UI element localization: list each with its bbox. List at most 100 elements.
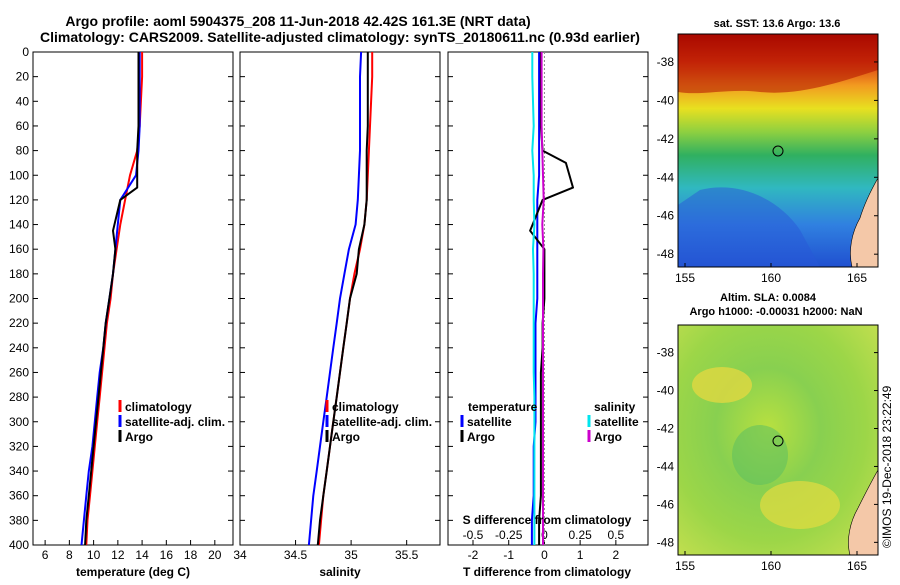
depth-tick-label: 160	[9, 242, 29, 256]
figure-title-line2: Climatology: CARS2009. Satellite-adjuste…	[40, 29, 640, 45]
legend-s-argo-label: Argo	[594, 430, 622, 444]
map-y-tick-label: -38	[657, 55, 675, 69]
salinity-legend: climatology satellite-adj. clim. Argo	[325, 400, 432, 444]
depth-tick-label: 380	[9, 513, 29, 527]
sla-map: Altim. SLA: 0.0084 Argo h1000: -0.00031 …	[657, 292, 879, 573]
depth-tick-label: 80	[16, 144, 30, 158]
x-tick-label: 8	[66, 548, 73, 562]
sla-x-ticks: 155 160 165	[675, 551, 867, 573]
salinity-x-label: salinity	[319, 565, 361, 579]
map-y-tick-label: -46	[657, 497, 675, 511]
sla-low-patch	[732, 425, 788, 485]
depth-tick-label: 180	[9, 267, 29, 281]
x-tick-label: 16	[160, 548, 174, 562]
map-y-tick-label: -44	[657, 459, 675, 473]
map-x-tick-label: 160	[761, 559, 781, 573]
temperature-plot-frame	[32, 51, 234, 546]
depth-tick-label: 300	[9, 415, 29, 429]
difference-top-x-label: S difference from climatology	[463, 513, 632, 527]
x-tick-label: 6	[42, 548, 49, 562]
salinity-argo-line	[316, 52, 369, 546]
map-x-tick-label: 155	[675, 271, 695, 285]
legend-satellite-label: satellite-adj. clim.	[332, 415, 432, 429]
x-tick-label: 1	[577, 548, 584, 562]
difference-x-label: T difference from climatology	[463, 565, 631, 579]
map-y-tick-label: -40	[657, 93, 675, 107]
temperature-x-label: temperature (deg C)	[76, 565, 190, 579]
tasmania-coast	[848, 468, 879, 556]
depth-tick-label: 120	[9, 193, 29, 207]
temperature-argo-line	[84, 52, 140, 546]
temperature-legend: climatology satellite-adj. clim. Argo	[118, 400, 225, 444]
sla-high-patch	[760, 481, 840, 529]
depth-tick-label: 60	[16, 119, 30, 133]
x-tick-label: 35	[344, 548, 358, 562]
map-y-tick-label: -48	[657, 535, 675, 549]
top-x-tick-label: -0.25	[495, 528, 523, 542]
x-tick-label: 35.5	[395, 548, 419, 562]
x-tick-label: 2	[613, 548, 620, 562]
legend-salinity-title: salinity	[594, 400, 636, 414]
difference-x-ticks: -2 -1 0 1 2 -0.5 -0.25 0 0.25 0.5	[448, 51, 648, 562]
depth-tick-label: 320	[9, 439, 29, 453]
difference-from-climatology-salinity-satellite-line	[531, 52, 536, 545]
depth-tick-label: 260	[9, 365, 29, 379]
depth-tick-label: 340	[9, 464, 29, 478]
depth-tick-label: 100	[9, 168, 29, 182]
sst-map-frame	[677, 33, 879, 268]
legend-argo-label: Argo	[125, 430, 153, 444]
map-x-tick-label: 165	[847, 559, 867, 573]
map-x-tick-label: 160	[761, 271, 781, 285]
legend-temperature-title: temperature	[468, 400, 538, 414]
x-tick-label: -2	[468, 548, 479, 562]
sst-profile-location-marker	[772, 145, 784, 157]
temperature-x-ticks: 6 8 10 12 14 16 18 20	[33, 51, 233, 562]
depth-tick-label: 400	[9, 538, 29, 552]
temperature-panel: 0 20 40 60 80 100 120 140 160 180 200 220 240 260 280 3…	[9, 45, 234, 579]
map-y-tick-label: -40	[657, 384, 675, 398]
sla-y-ticks: -38 -40 -42 -44 -46 -48	[657, 346, 878, 549]
sst-warm-patch	[678, 34, 878, 94]
legend-climatology-label: climatology	[125, 400, 192, 414]
depth-tick-label: 220	[9, 316, 29, 330]
x-tick-label: 34	[233, 548, 247, 562]
sst-map: sat. SST: 13.6 Argo: 13.6 -38 -40 -42 -44 -4…	[657, 18, 879, 285]
temperature-lines	[80, 52, 144, 546]
x-tick-label: 14	[135, 548, 149, 562]
salinity-x-ticks: 34 34.5 35 35.5	[233, 51, 440, 562]
depth-tick-label: 20	[16, 70, 30, 84]
depth-tick-label: 0	[22, 45, 29, 59]
difference-lines	[529, 52, 574, 545]
sst-map-title: sat. SST: 13.6 Argo: 13.6	[714, 18, 841, 30]
sst-x-ticks: 155 160 165	[675, 263, 867, 285]
difference-legend: temperature salinity satellite Argo sate…	[460, 400, 639, 444]
difference-plot-frame	[447, 51, 649, 546]
sst-y-ticks: -38 -40 -42 -44 -46 -48	[657, 55, 878, 261]
map-x-tick-label: 155	[675, 559, 695, 573]
salinity-satellite-adj-clim--line	[307, 51, 363, 546]
x-tick-label: 20	[208, 548, 222, 562]
x-tick-label: 34.5	[284, 548, 308, 562]
depth-tick-label: 40	[16, 94, 30, 108]
legend-satellite-label: satellite-adj. clim.	[125, 415, 225, 429]
map-x-tick-label: 165	[847, 271, 867, 285]
depth-tick-label: 360	[9, 489, 29, 503]
depth-tick-label: 200	[9, 292, 29, 306]
map-y-tick-label: -48	[657, 247, 675, 261]
legend-argo-label: Argo	[332, 430, 360, 444]
map-y-tick-label: -46	[657, 209, 675, 223]
map-y-tick-label: -38	[657, 346, 675, 360]
sla-profile-location-marker	[772, 435, 784, 447]
legend-t-argo-label: Argo	[467, 430, 495, 444]
difference-from-climatology-salinity-argo-line	[540, 52, 545, 545]
depth-tick-label: 240	[9, 341, 29, 355]
sla-map-title: Altim. SLA: 0.0084	[720, 292, 817, 304]
legend-t-satellite-label: satellite	[467, 415, 512, 429]
depth-tick-label: 140	[9, 218, 29, 232]
x-tick-label: 18	[184, 548, 198, 562]
x-tick-label: 10	[87, 548, 101, 562]
x-tick-label: 12	[111, 548, 125, 562]
imos-credit: ©IMOS 19-Dec-2018 23:22:49	[880, 385, 894, 548]
x-tick-label: -1	[503, 548, 514, 562]
